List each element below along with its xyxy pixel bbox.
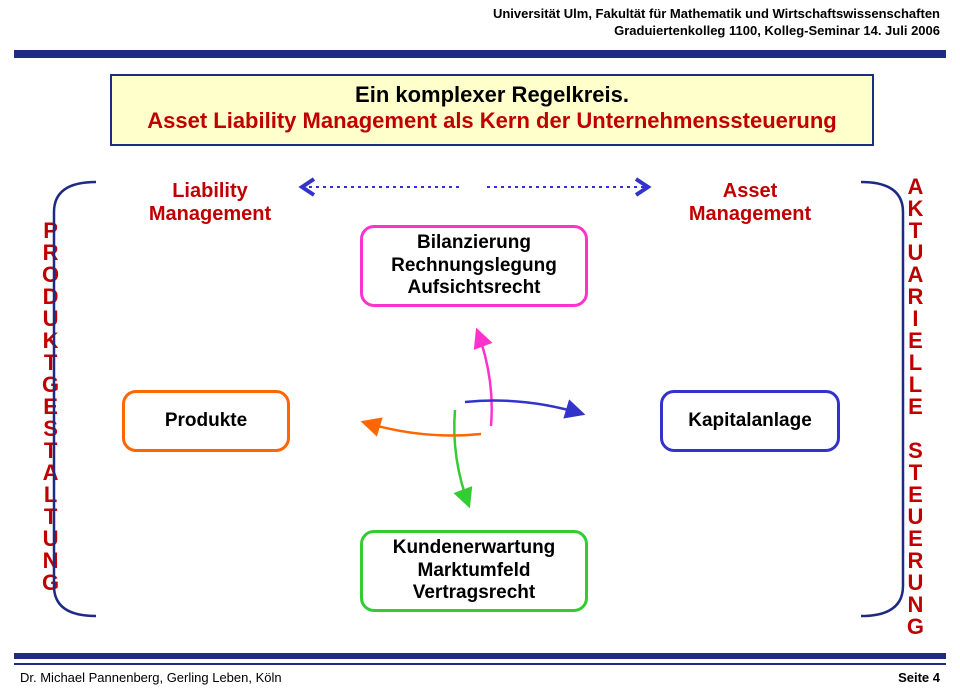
box-produkte: Produkte — [122, 390, 290, 452]
right-vertical-label: A K T U A R I E L L E S T E U E R U N G — [907, 176, 924, 638]
box-kundenerwartung: Kundenerwartung Marktumfeld Vertragsrech… — [360, 530, 588, 612]
asset-label: Asset Management — [650, 180, 850, 226]
bottom-rule-thick — [14, 653, 946, 659]
liability-label: Liability Management — [120, 180, 300, 226]
box-produkte-text: Produkte — [165, 410, 247, 433]
header-block: Universität Ulm, Fakultät für Mathematik… — [493, 6, 940, 40]
header-line-1: Universität Ulm, Fakultät für Mathematik… — [493, 6, 940, 23]
footer-page: Seite 4 — [898, 670, 940, 685]
title-line-1: Ein komplexer Regelkreis. — [122, 82, 862, 108]
box-bilanz-text: Bilanzierung Rechnungslegung Aufsichtsre… — [391, 232, 557, 300]
box-kunden-text: Kundenerwartung Marktumfeld Vertragsrech… — [393, 537, 556, 605]
header-line-2: Graduiertenkolleg 1100, Kolleg-Seminar 1… — [493, 23, 940, 40]
box-kapital-text: Kapitalanlage — [688, 410, 812, 433]
title-line-2: Asset Liability Management als Kern der … — [122, 108, 862, 134]
left-vertical-label: P R O D U K T G E S T A L T U N G — [42, 220, 59, 594]
footer-left: Dr. Michael Pannenberg, Gerling Leben, K… — [20, 670, 282, 685]
top-rule — [14, 50, 946, 58]
title-box: Ein komplexer Regelkreis. Asset Liabilit… — [110, 74, 874, 146]
bottom-rule-thin — [14, 663, 946, 665]
box-kapitalanlage: Kapitalanlage — [660, 390, 840, 452]
box-bilanzierung: Bilanzierung Rechnungslegung Aufsichtsre… — [360, 225, 588, 307]
